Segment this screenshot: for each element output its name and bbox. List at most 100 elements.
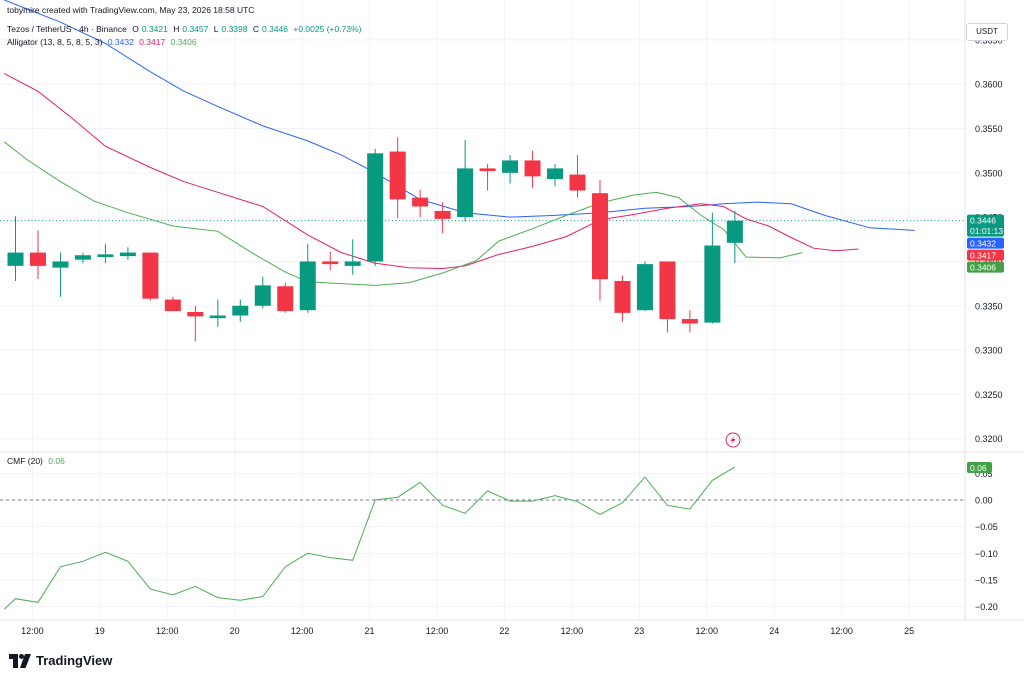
- candle: [704, 212, 721, 324]
- candle: [659, 261, 676, 333]
- cmf-line: [3, 466, 736, 610]
- time-tick-label: 12:00: [561, 626, 584, 636]
- time-tick-label: 20: [230, 626, 240, 636]
- candle-body: [479, 168, 496, 172]
- candle: [164, 296, 181, 312]
- candle: [524, 150, 541, 188]
- candle: [569, 155, 586, 198]
- candle: [29, 230, 46, 280]
- cmf-tag: 0.06: [967, 462, 992, 473]
- candle: [636, 261, 653, 312]
- time-tick-label: 12:00: [156, 626, 179, 636]
- candle-body: [119, 252, 136, 257]
- candle-layer[interactable]: [7, 137, 743, 342]
- candle: [52, 252, 69, 297]
- candle-body: [187, 311, 204, 317]
- alligator-teeth-line: [4, 73, 859, 270]
- price-tick-label: 0.3300: [975, 346, 1003, 356]
- price-tag-value: 0.3432: [970, 239, 996, 249]
- cmf-layer: [0, 466, 965, 610]
- time-tick-label: 12:00: [830, 626, 853, 636]
- candle: [232, 299, 249, 322]
- candle: [389, 137, 406, 219]
- time-tick-label: 12:00: [426, 626, 449, 636]
- candle: [681, 310, 698, 333]
- candle: [254, 276, 271, 309]
- candle-body: [52, 261, 69, 268]
- candle: [119, 247, 136, 260]
- tradingview-logo[interactable]: TradingView: [9, 653, 112, 668]
- cmf-tag-value: 0.06: [970, 463, 987, 473]
- time-tick-label: 19: [95, 626, 105, 636]
- candle-body: [322, 261, 339, 265]
- price-tag: 0.3417: [967, 249, 1004, 261]
- time-tick-label: 12:00: [21, 626, 44, 636]
- candle-body: [434, 210, 451, 219]
- candle: [367, 148, 384, 266]
- price-tick-label: 0.3600: [975, 80, 1003, 90]
- ohlc-high: H 0.3457: [173, 24, 209, 34]
- candle-body: [97, 254, 114, 258]
- candle: [344, 239, 361, 275]
- candle-body: [29, 252, 46, 266]
- cmf-tick-label: −0.15: [975, 576, 998, 586]
- symbol-legend: Tezos / TetherUS · 4h · Binance O 0.3421 …: [7, 24, 364, 34]
- price-tag: 0.3432: [967, 237, 1004, 249]
- symbol-name: Tezos / TetherUS · 4h · Binance: [7, 24, 127, 34]
- candle-body: [614, 280, 631, 313]
- cmf-legend[interactable]: CMF (20) 0.06: [7, 456, 68, 466]
- candle-body: [142, 252, 159, 299]
- alligator-lips-value: 0.3406: [170, 37, 197, 47]
- alligator-teeth-value: 0.3417: [139, 37, 166, 47]
- candle: [97, 243, 114, 264]
- candle-body: [547, 168, 564, 180]
- candle-body: [299, 261, 316, 311]
- price-change: +0.0025 (+0.73%): [293, 24, 362, 34]
- alligator-legend[interactable]: Alligator (13, 8, 5, 8, 5, 3) 0.3432 0.3…: [7, 37, 200, 47]
- candle: [277, 282, 294, 313]
- alligator-jaw-value: 0.3432: [107, 37, 134, 47]
- tradingview-logo-icon: [9, 653, 31, 668]
- candle-body: [232, 305, 249, 316]
- candle-body: [704, 245, 721, 323]
- time-tick-label: 12:00: [291, 626, 314, 636]
- candle-body: [164, 299, 181, 312]
- candle-body: [659, 261, 676, 320]
- cmf-tick-label: −0.10: [975, 549, 998, 559]
- candle-body: [277, 286, 294, 312]
- candle: [412, 189, 429, 218]
- price-tag-countdown: 01:01:13: [970, 226, 1003, 236]
- grid-layer: [0, 0, 965, 620]
- candle: [726, 210, 743, 264]
- lightning-icon[interactable]: [725, 432, 741, 448]
- price-tick-label: 0.3200: [975, 434, 1003, 444]
- candle: [502, 155, 519, 184]
- price-tag-value: 0.3417: [970, 251, 996, 261]
- cmf-tick-label: −0.20: [975, 602, 998, 612]
- price-tag-value: 0.3446: [970, 216, 996, 226]
- cmf-tag-bg: [967, 462, 992, 473]
- candle: [7, 216, 24, 281]
- attribution-text: tobymire created with TradingView.com, M…: [7, 5, 255, 15]
- candle: [434, 202, 451, 234]
- candle-body: [7, 252, 24, 266]
- currency-button[interactable]: USDT: [966, 23, 1008, 41]
- candle-body: [502, 160, 519, 173]
- candle-body: [681, 319, 698, 324]
- time-tick-label: 23: [634, 626, 644, 636]
- ohlc-close: C 0.3446: [252, 24, 288, 34]
- time-tick-label: 22: [499, 626, 509, 636]
- candle: [187, 305, 204, 342]
- candle-body: [726, 220, 743, 243]
- candle-body: [591, 193, 608, 280]
- cmf-tick-label: −0.05: [975, 522, 998, 532]
- tradingview-logo-text: TradingView: [36, 653, 113, 668]
- time-tick-label: 25: [904, 626, 914, 636]
- axis-layer: 0.36500.36000.35500.35000.34500.34000.33…: [0, 0, 1024, 636]
- candle-body: [569, 174, 586, 191]
- candle-body: [254, 285, 271, 306]
